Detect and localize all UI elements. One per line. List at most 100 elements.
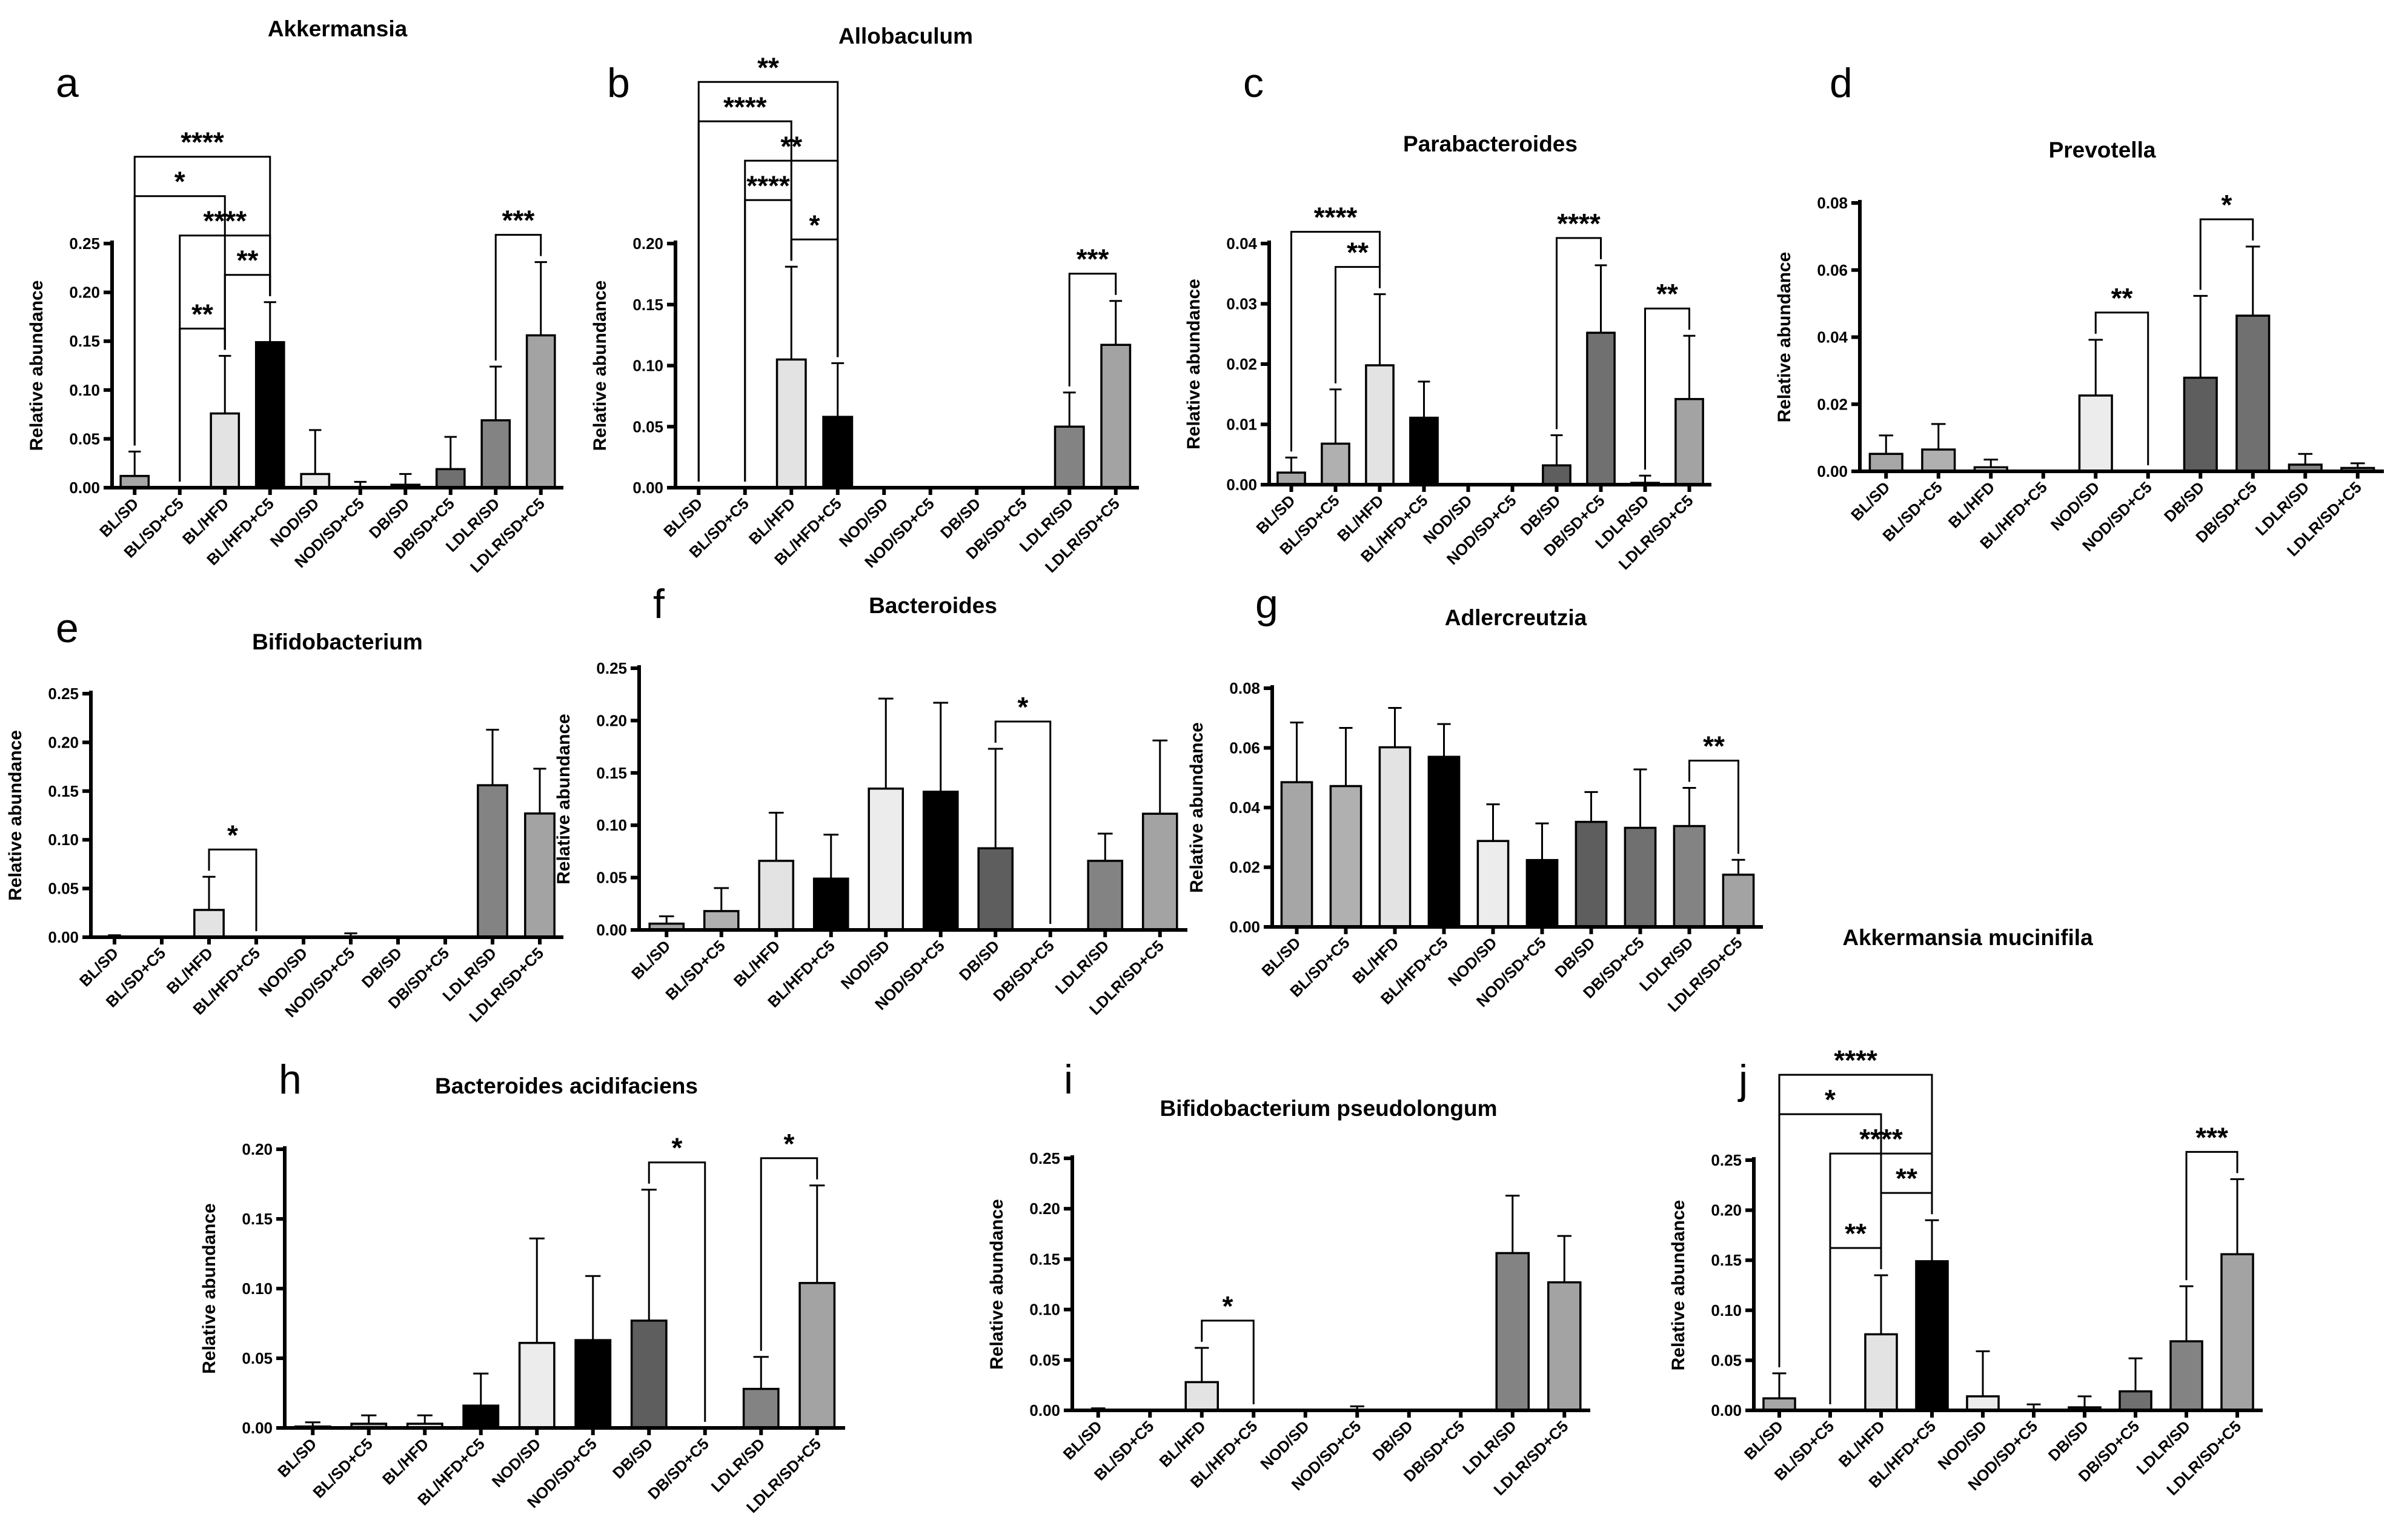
y-tick-label: 0.10	[69, 381, 100, 399]
panel-letter: h	[279, 1057, 302, 1103]
x-tick-label: DB/SD	[1551, 934, 1598, 981]
bar-BL/SD+C5	[703, 910, 740, 931]
significance-label: ***	[2195, 1121, 2228, 1153]
panel-letter: e	[56, 605, 79, 651]
x-tick-label: DB/SD	[2045, 1417, 2092, 1464]
bar-LDLR/SD+C5	[524, 812, 556, 938]
y-tick-label: 0.15	[632, 296, 663, 314]
bar-LDLR/SD	[477, 784, 508, 938]
significance-label: ****	[1314, 202, 1358, 233]
bar-LDLR/SD	[1054, 425, 1085, 489]
x-tick-label: DB/SD	[358, 944, 405, 991]
significance-bracket	[133, 195, 226, 446]
bar-BL/HFD	[1864, 1333, 1898, 1412]
y-tick-label: 0.00	[1029, 1401, 1060, 1419]
panel-d: d Prevotella Relative abundance 0.00 0.02 0.0…	[1774, 60, 2384, 560]
y-tick-label: 0.04	[1817, 328, 1848, 347]
y-tick-label: 0.10	[1029, 1301, 1060, 1319]
significance-label: *	[174, 166, 185, 197]
y-tick-label: 0.25	[1029, 1149, 1060, 1167]
bar-BL/SD+C5	[1321, 442, 1350, 486]
y-tick-label: 0.00	[1711, 1401, 1742, 1419]
y-axis-label: Relative abundance	[27, 280, 47, 451]
significance-bracket	[1335, 266, 1381, 383]
panel-letter: f	[653, 581, 665, 627]
y-tick-label: 0.15	[1711, 1251, 1742, 1269]
y-tick-label: 0.05	[242, 1349, 273, 1367]
bar-BL/HFD+C5	[1915, 1260, 1949, 1412]
significance-label: **	[1896, 1163, 1917, 1194]
y-axis-label: Relative abundance	[1668, 1200, 1688, 1371]
y-axis-label: Relative abundance	[1184, 279, 1204, 450]
bar-BL/HFD+C5	[822, 416, 854, 489]
significance-label: ****	[746, 170, 790, 201]
x-tick-label: BL/SD	[1258, 934, 1304, 980]
bar-LDLR/SD+C5	[1100, 344, 1132, 489]
y-tick-label: 0.00	[1229, 918, 1260, 936]
y-axis-label: Relative abundance	[590, 280, 610, 451]
y-tick-label: 0.00	[1817, 462, 1848, 480]
x-tick-label: BL/SD	[660, 494, 706, 540]
bar-BL/HFD	[758, 860, 795, 931]
bar-DB/SD+C5	[2119, 1390, 2152, 1412]
bar-BL/SD	[1868, 453, 1903, 473]
significance-label: ****	[1834, 1044, 1877, 1076]
panel-title: Bacteroides	[869, 593, 997, 618]
y-tick-label: 0.02	[1817, 395, 1848, 413]
significance-label: *	[1223, 1290, 1233, 1322]
significance-label: ****	[181, 127, 224, 158]
y-tick-label: 0.15	[48, 782, 79, 800]
panel-j: j Akkermansia mucinifila Relative abundanc…	[1668, 925, 2263, 1499]
y-tick-label: 0.05	[596, 869, 627, 887]
bar-NOD/SD	[868, 787, 904, 931]
bar-DB/SD	[1542, 464, 1571, 486]
bar-LDLR/SD+C5	[2220, 1253, 2254, 1412]
y-tick-label: 0.25	[69, 234, 100, 253]
significance-label: *	[1825, 1084, 1836, 1115]
x-tick-label: DB/SD	[955, 937, 1003, 984]
bar-BL/HFD	[1378, 746, 1412, 928]
panel-letter: j	[1737, 1057, 1748, 1103]
significance-bracket	[1880, 1192, 1933, 1269]
y-tick-label: 0.08	[1229, 679, 1260, 697]
bar-LDLR/SD+C5	[1722, 874, 1755, 928]
significance-bracket	[1644, 307, 1690, 470]
significance-label: **	[237, 245, 259, 276]
panel-title: Adlercreutzia	[1445, 605, 1587, 630]
significance-bracket	[744, 199, 792, 482]
panel-letter: d	[1830, 60, 1853, 106]
bar-DB/SD+C5	[2235, 314, 2271, 473]
x-tick-label: BL/HFD	[730, 937, 784, 991]
panel-title: Parabacteroides	[1403, 131, 1578, 156]
panel-title: Allobaculum	[838, 24, 973, 48]
x-tick-label: DB/SD	[1369, 1417, 1416, 1464]
bar-DB/SD	[2183, 376, 2218, 473]
significance-label: *	[1018, 691, 1029, 723]
panel-title: Akkermansia mucinifila	[1842, 925, 2093, 950]
panel-h: h Bacteroides acidifaciens Relative abunda…	[199, 1057, 845, 1516]
bar-DB/SD	[630, 1319, 668, 1429]
bar-NOD/SD	[1966, 1395, 2000, 1412]
y-axis-label: Relative abundance	[1774, 252, 1794, 423]
y-tick-label: 0.04	[1229, 798, 1260, 817]
y-tick-label: 0.08	[1817, 194, 1848, 212]
bar-NOD/SD	[300, 473, 331, 489]
panel-letter: i	[1064, 1057, 1073, 1103]
bar-LDLR/SD+C5	[525, 334, 556, 489]
y-tick-label: 0.02	[1229, 858, 1260, 877]
y-tick-label: 0.02	[1226, 355, 1257, 373]
bar-BL/HFD+C5	[812, 877, 849, 931]
bar-BL/HFD	[210, 412, 241, 489]
bar-NOD/SD	[1476, 840, 1510, 928]
bar-LDLR/SD+C5	[1547, 1281, 1582, 1412]
y-tick-label: 0.20	[1029, 1200, 1060, 1218]
y-tick-label: 0.25	[596, 659, 627, 677]
bar-BL/HFD+C5	[1409, 416, 1439, 486]
x-tick-label: BL/HFD	[379, 1435, 433, 1489]
bar-LDLR/SD+C5	[1674, 397, 1704, 486]
y-tick-label: 0.20	[242, 1140, 273, 1158]
x-tick-label: BL/SD+C5	[662, 937, 729, 1004]
bar-BL/HFD	[775, 358, 807, 489]
bar-DB/SD+C5	[435, 468, 466, 489]
y-tick-label: 0.10	[632, 357, 663, 375]
